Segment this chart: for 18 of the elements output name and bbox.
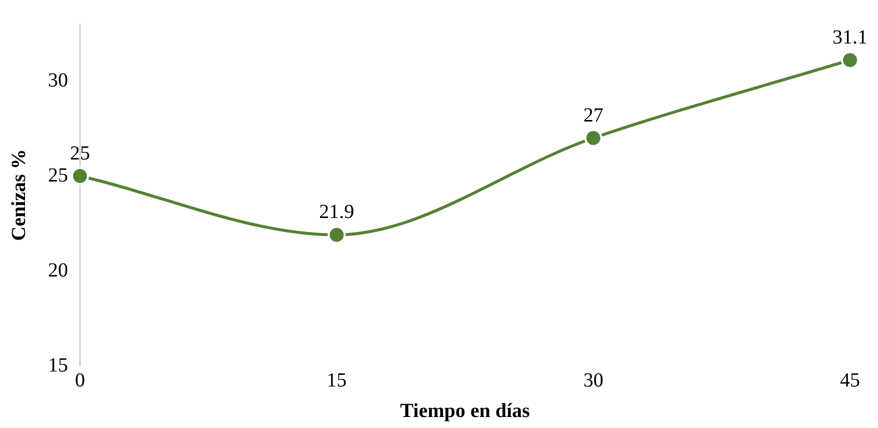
y-tick-label: 30 [48,69,68,92]
x-tick-label: 15 [326,369,347,392]
y-tick-label: 20 [48,259,68,282]
x-tick-label: 30 [583,369,604,392]
x-tick-label: 0 [75,369,85,392]
y-tick-label: 15 [48,354,68,376]
data-label: 25 [70,142,90,164]
point [71,167,89,185]
data-label: 27 [583,104,604,126]
data-label: 21.9 [319,201,354,224]
x-tick-label: 45 [840,369,860,392]
point [841,51,859,70]
y-axis-title: Cenizas % [8,149,30,241]
point [584,129,602,147]
point [328,226,346,244]
x-axis-title: Tiempo en días [400,400,530,422]
y-tick-label: 25 [48,164,68,186]
data-label: 31.1 [832,26,868,48]
